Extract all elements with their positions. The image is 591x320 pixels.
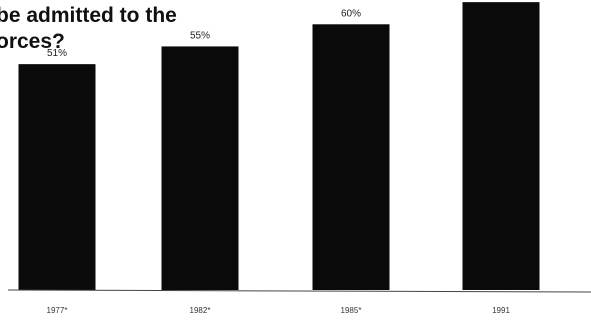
- bar-1977: [18, 64, 96, 291]
- bar-1991: [462, 2, 540, 291]
- bar-1985: [312, 24, 390, 291]
- data-label: 55%: [190, 30, 210, 41]
- chart-title: be admitted to the orces?: [0, 4, 177, 53]
- data-label: 51%: [47, 48, 67, 59]
- x-tick-label: 1985*: [341, 306, 362, 315]
- bar-1982: [161, 46, 239, 290]
- x-axis-baseline: [7, 289, 591, 293]
- bars-layer: 51%55%60%65%: [18, 2, 540, 291]
- x-tick-label: 1982*: [190, 306, 211, 315]
- x-tick-label: 1977*: [47, 306, 68, 315]
- x-tick-label: 1991: [492, 306, 510, 315]
- title-line-2: orces?: [0, 30, 65, 53]
- title-line-1: be admitted to the: [0, 4, 177, 27]
- data-label: 60%: [341, 8, 361, 19]
- x-axis-tick-labels: 1977* 1982* 1985* 1991: [47, 306, 511, 315]
